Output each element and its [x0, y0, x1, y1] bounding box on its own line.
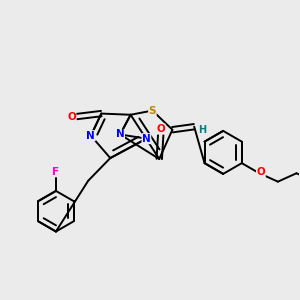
Text: N: N: [86, 131, 95, 141]
Text: F: F: [52, 167, 59, 177]
Text: S: S: [148, 106, 156, 116]
Text: O: O: [256, 167, 265, 177]
Text: N: N: [142, 134, 151, 144]
Text: O: O: [156, 124, 165, 134]
Text: N: N: [116, 130, 124, 140]
Text: O: O: [67, 112, 76, 122]
Text: H: H: [199, 125, 207, 135]
